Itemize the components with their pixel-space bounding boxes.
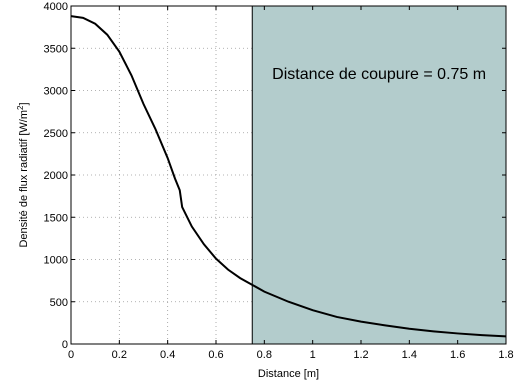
y-tick-label: 0 [62,339,68,351]
x-tick-label: 1.8 [498,349,513,361]
cutoff-annotation: Distance de coupure = 0.75 m [272,66,486,83]
y-axis-label-end: ] [18,102,30,105]
x-tick-label: 1.4 [402,349,417,361]
x-tick-labels: 0 0.2 0.4 0.6 0.8 1 1.2 1.4 1.6 1.8 [68,349,514,361]
ticks [70,5,507,345]
y-tick-label: 1500 [44,212,68,224]
x-tick-label: 1.6 [450,349,465,361]
y-tick-label: 2000 [44,170,68,182]
grid [71,6,253,344]
y-tick-label: 4000 [44,1,68,13]
y-tick-label: 2500 [44,128,68,140]
y-axis-label: Densité de flux radiatif [W/m2] [16,102,30,247]
y-axis-label-superscript: 2 [16,105,25,110]
x-tick-label: 0.6 [208,349,223,361]
x-tick-label: 0.4 [160,349,175,361]
x-tick-label: 0.8 [257,349,272,361]
y-tick-label: 1000 [44,255,68,267]
x-tick-label: 0 [68,349,74,361]
x-tick-label: 1 [310,349,316,361]
y-axis-label-main: Densité de flux radiatif [W/m [18,110,30,248]
y-tick-label: 3000 [44,86,68,98]
y-tick-labels: 0 500 1000 1500 2000 2500 3000 3500 4000 [44,1,68,351]
x-tick-label: 0.2 [112,349,127,361]
series-line [70,15,507,338]
x-axis-label: Distance [m] [258,368,319,380]
y-tick-label: 3500 [44,43,68,55]
x-tick-label: 1.2 [353,349,368,361]
cutoff-region [252,6,506,344]
y-tick-label: 500 [50,297,68,309]
